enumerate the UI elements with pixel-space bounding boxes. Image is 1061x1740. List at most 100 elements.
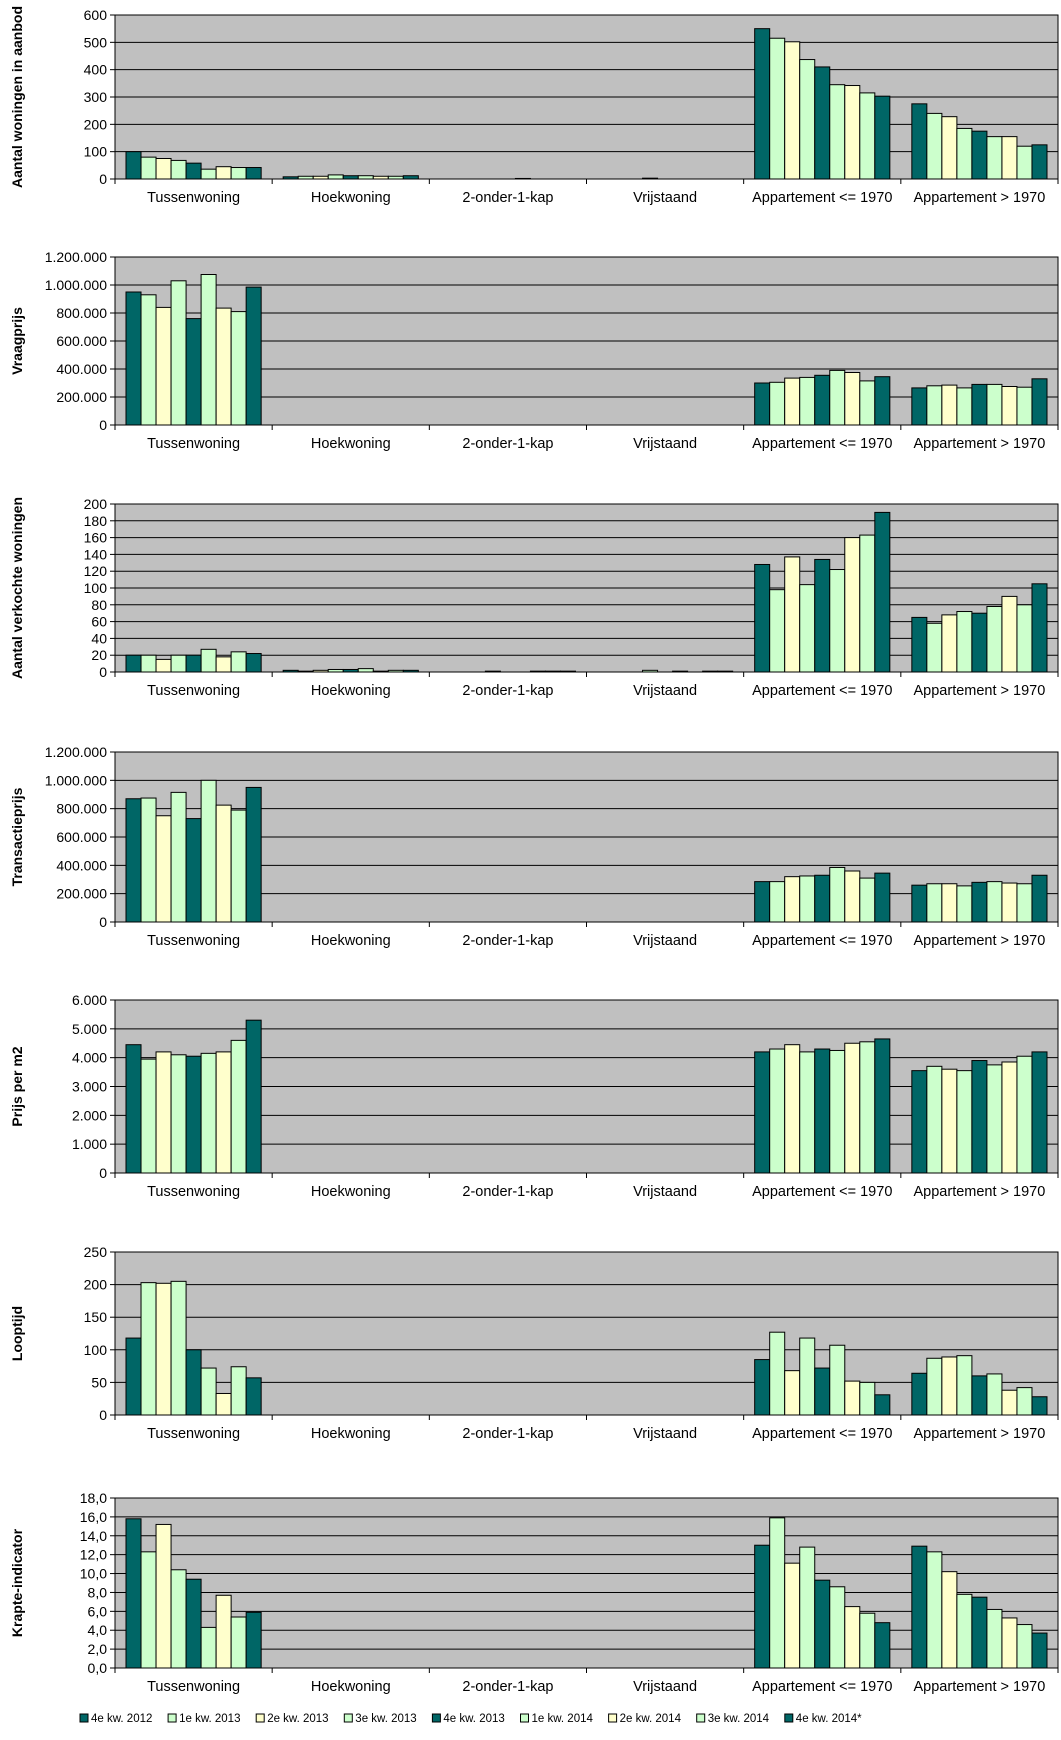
x-category-label: Appartement <= 1970 xyxy=(752,190,892,206)
bar xyxy=(769,1517,786,1669)
x-category-label: Vrijstaand xyxy=(633,1679,697,1695)
bar xyxy=(1031,583,1048,673)
bar xyxy=(245,786,262,923)
bar xyxy=(844,372,861,426)
bar xyxy=(874,95,891,180)
bar xyxy=(125,798,142,923)
bar xyxy=(155,1282,172,1416)
y-tick-label: 2.000 xyxy=(72,1107,107,1123)
y-tick-label: 800.000 xyxy=(56,801,107,817)
legend: 4e kw. 2012 1e kw. 2013 2e kw. 2013 3e kw. … xyxy=(79,1713,862,1725)
bar xyxy=(971,612,988,673)
bar xyxy=(200,779,217,923)
y-tick-label: 18,0 xyxy=(80,1490,107,1506)
bar xyxy=(155,306,172,426)
bar xyxy=(784,556,801,673)
chart-panel-5: 0 1.000 2.000 3.000 4.000 5.000 6.000 Prijs per… xyxy=(9,992,1059,1200)
bar xyxy=(754,563,771,673)
y-tick-label: 2,0 xyxy=(88,1641,108,1657)
bar xyxy=(926,883,943,923)
bar xyxy=(814,558,831,673)
x-category-label: Hoekwoning xyxy=(311,1426,391,1442)
y-axis-title: Transactieprijs xyxy=(9,787,25,886)
bar xyxy=(125,1044,142,1174)
bar xyxy=(327,174,344,180)
bar xyxy=(941,1571,958,1669)
bar xyxy=(1016,386,1033,426)
bar xyxy=(874,872,891,923)
bar xyxy=(1031,874,1048,923)
bar xyxy=(814,374,831,426)
y-tick-label: 0 xyxy=(99,1165,107,1181)
bar xyxy=(874,376,891,426)
bar xyxy=(986,1608,1003,1669)
bar xyxy=(986,881,1003,923)
x-category-label: Appartement <= 1970 xyxy=(752,436,892,452)
y-tick-label: 200 xyxy=(84,116,108,132)
bar xyxy=(784,1370,801,1416)
bar xyxy=(185,318,202,426)
bar xyxy=(155,815,172,923)
legend-swatch xyxy=(520,1713,529,1723)
y-tick-label: 3.000 xyxy=(72,1079,107,1095)
x-category-label: Vrijstaand xyxy=(633,1426,697,1442)
bar xyxy=(125,151,142,180)
bar xyxy=(1016,883,1033,923)
bar xyxy=(200,648,217,673)
bar xyxy=(971,130,988,180)
y-tick-label: 40 xyxy=(91,630,107,646)
bar xyxy=(215,1594,232,1669)
y-tick-label: 300 xyxy=(84,89,108,105)
bar xyxy=(125,1518,142,1669)
bar xyxy=(926,622,943,673)
y-tick-label: 5.000 xyxy=(72,1021,107,1037)
bar xyxy=(769,881,786,923)
y-tick-label: 200.000 xyxy=(56,389,107,405)
y-axis-title: Vraagprijs xyxy=(9,307,25,375)
bar xyxy=(1031,1051,1048,1174)
plot-area xyxy=(115,1252,1058,1415)
y-tick-label: 400 xyxy=(84,62,108,78)
x-category-label: Hoekwoning xyxy=(311,1679,391,1695)
y-tick-label: 180 xyxy=(84,513,108,529)
bar xyxy=(784,377,801,426)
bar xyxy=(799,1546,816,1669)
bar xyxy=(230,311,247,426)
bar xyxy=(125,654,142,673)
bar xyxy=(926,1065,943,1174)
bar xyxy=(844,870,861,923)
bar xyxy=(971,881,988,923)
y-tick-label: 400.000 xyxy=(56,857,107,873)
y-tick-label: 800.000 xyxy=(56,305,107,321)
x-category-label: Hoekwoning xyxy=(311,933,391,949)
x-category-label: Appartement <= 1970 xyxy=(752,1679,892,1695)
y-tick-label: 12,0 xyxy=(80,1547,107,1563)
bar xyxy=(829,1586,846,1669)
bar xyxy=(971,1060,988,1174)
x-category-label: Hoekwoning xyxy=(311,683,391,699)
x-category-label: 2-onder-1-kap xyxy=(462,683,553,699)
bar xyxy=(829,866,846,923)
legend-label: 2e kw. 2013 xyxy=(267,1713,328,1725)
y-tick-label: 1.000.000 xyxy=(45,772,107,788)
bar xyxy=(155,1523,172,1669)
bar xyxy=(357,668,374,673)
bar xyxy=(1001,1617,1018,1669)
x-category-label: Hoekwoning xyxy=(311,436,391,452)
bar xyxy=(911,1545,928,1669)
bar xyxy=(814,1579,831,1669)
bar xyxy=(859,1612,876,1669)
bar xyxy=(200,1367,217,1416)
bar xyxy=(986,1064,1003,1174)
bar xyxy=(799,584,816,673)
x-category-label: 2-onder-1-kap xyxy=(462,1426,553,1442)
bar xyxy=(941,883,958,923)
bar xyxy=(829,84,846,180)
bar xyxy=(1001,136,1018,180)
legend-label: 2e kw. 2014 xyxy=(620,1713,682,1725)
bar xyxy=(829,569,846,673)
bar xyxy=(941,1068,958,1174)
bar xyxy=(754,382,771,426)
